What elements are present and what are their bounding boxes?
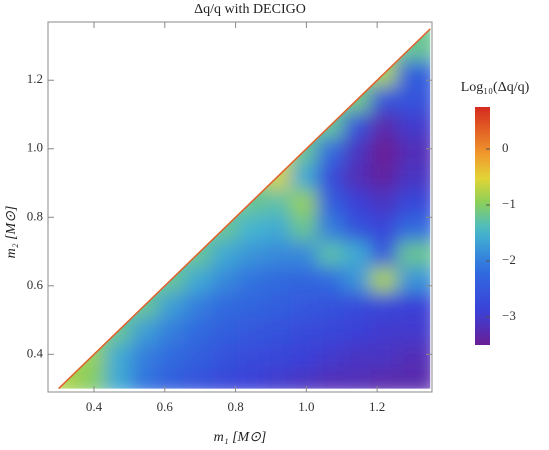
y-tick-label: 0.8 bbox=[27, 208, 43, 223]
y-axis-label: m₂ [M⊙] bbox=[4, 206, 19, 259]
y-tick-label: 1.0 bbox=[27, 140, 43, 155]
y-tick-label: 0.6 bbox=[27, 277, 44, 292]
chart-title: Δq/q with DECIGO bbox=[194, 2, 306, 17]
colorbar-tick-label: −1 bbox=[502, 196, 516, 211]
plot-frame bbox=[47, 21, 433, 393]
x-axis-label: m₁ [M⊙] bbox=[214, 430, 267, 445]
colorbar-tick-label: −3 bbox=[502, 308, 516, 323]
colorbar-tick-label: −2 bbox=[502, 252, 516, 267]
colorbar-title: Log₁₀(Δq/q) bbox=[461, 80, 530, 95]
x-tick-label: 0.6 bbox=[157, 399, 174, 414]
x-tick-label: 1.2 bbox=[369, 399, 385, 414]
y-tick-label: 0.4 bbox=[27, 345, 44, 360]
diagonal-edge bbox=[58, 28, 431, 390]
colorbar-tick-label: 0 bbox=[502, 140, 509, 155]
x-tick-label: 1.0 bbox=[298, 399, 314, 414]
x-tick-label: 0.4 bbox=[86, 399, 103, 414]
y-tick-label: 1.2 bbox=[27, 71, 43, 86]
colorbar bbox=[475, 107, 490, 345]
x-tick-label: 0.8 bbox=[227, 399, 243, 414]
